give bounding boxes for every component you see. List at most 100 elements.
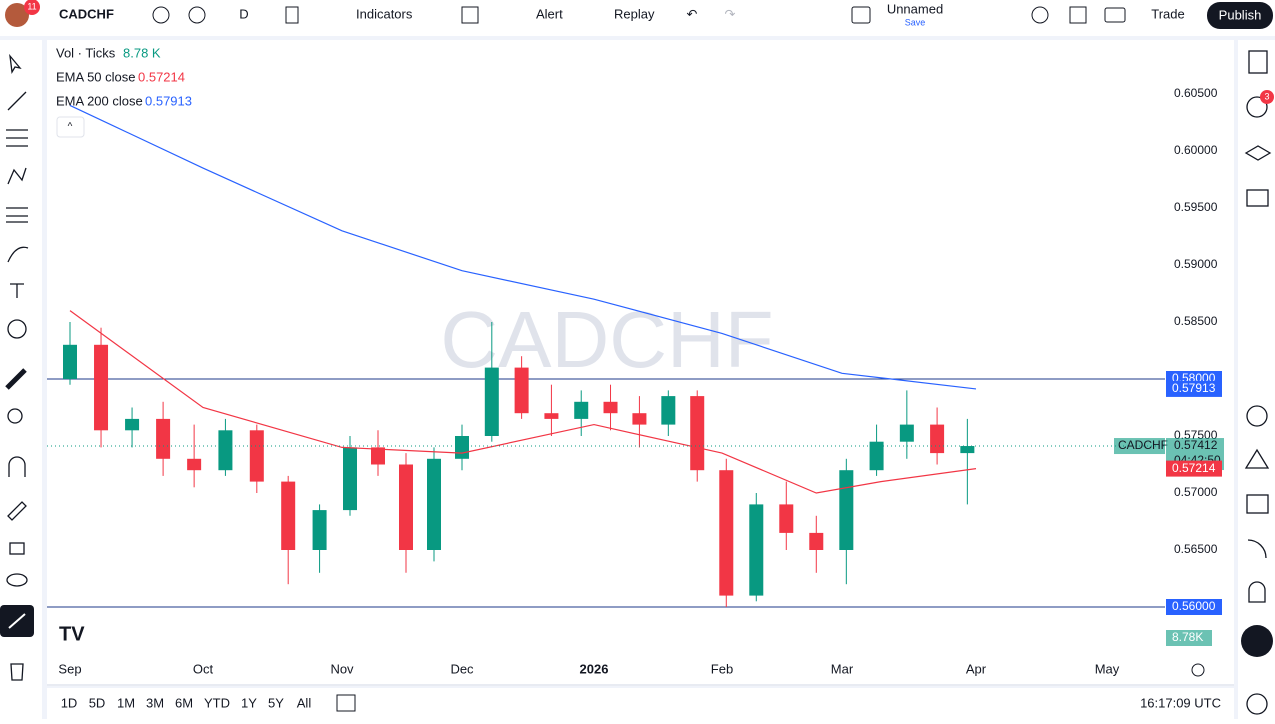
candle-body: [312, 510, 327, 550]
range-button[interactable]: 3M: [146, 695, 164, 710]
compare-icon[interactable]: [152, 6, 170, 24]
axis-settings[interactable]: [1191, 663, 1205, 677]
draw-mode-tool[interactable]: [7, 501, 27, 521]
emoji-tool[interactable]: [7, 319, 27, 339]
zoom-tool[interactable]: [7, 408, 23, 424]
indicators-button[interactable]: Indicators: [356, 6, 413, 21]
y-tick-label: 0.57000: [1174, 485, 1218, 499]
calendar-icon[interactable]: [1246, 494, 1269, 514]
settings-icon[interactable]: [1031, 6, 1049, 24]
volume-badge: [1166, 630, 1212, 646]
trash-tool[interactable]: [10, 663, 24, 681]
alert-button[interactable]: Alert: [536, 6, 563, 21]
fib-tool[interactable]: [6, 129, 28, 147]
lock-tool[interactable]: [9, 542, 25, 555]
target-icon[interactable]: [1246, 405, 1268, 427]
tv-logo: TV: [59, 623, 85, 645]
ema-line: [69, 310, 977, 494]
x-tick-label: Apr: [966, 661, 987, 676]
x-tick-label: Sep: [58, 661, 81, 676]
cursor-tool[interactable]: [9, 53, 22, 74]
collapse-legend[interactable]: [56, 116, 85, 138]
ema200-label: 0.57913: [1172, 381, 1216, 395]
apps-icon[interactable]: [1241, 625, 1273, 657]
candle-body: [484, 367, 499, 436]
link-icon: [8, 613, 26, 629]
y-tick-label: 0.59000: [1174, 257, 1218, 271]
stream-icon[interactable]: [1247, 539, 1267, 559]
ema200-badge: [1166, 380, 1222, 397]
alerts-badge-text: 3: [1264, 91, 1269, 101]
layout-icon[interactable]: [851, 6, 871, 24]
add-symbol-icon[interactable]: [188, 6, 206, 24]
candle-body: [930, 424, 945, 454]
templates-icon[interactable]: [461, 6, 479, 24]
ema200-legend: EMA 200 close: [56, 93, 143, 108]
hide-tool[interactable]: [6, 573, 28, 587]
undo[interactable]: ↶: [687, 6, 698, 21]
y-tick-label: 0.60500: [1174, 86, 1218, 100]
notifications-icon[interactable]: [1248, 581, 1266, 603]
layers-icon[interactable]: [1244, 145, 1272, 161]
candle-body: [514, 367, 529, 414]
candle-body: [690, 396, 705, 471]
range-button[interactable]: All: [297, 695, 312, 710]
ruler-tool[interactable]: [5, 368, 27, 390]
right-icons: [1244, 50, 1272, 715]
range-button[interactable]: 5Y: [268, 695, 284, 710]
clock: 16:17:09 UTC: [1140, 695, 1221, 710]
snapshot-icon[interactable]: [1104, 7, 1126, 23]
candle-body: [187, 458, 202, 471]
pattern-tool[interactable]: [7, 167, 27, 185]
range-button[interactable]: 1D: [61, 695, 78, 710]
chart-type-icon[interactable]: [285, 6, 299, 24]
range-button[interactable]: 6M: [175, 695, 193, 710]
last-price-label: 0.57412: [1174, 438, 1218, 452]
candle-body: [343, 447, 357, 511]
level-label: 0.56000: [1172, 599, 1216, 613]
y-tick-label: 0.59500: [1174, 200, 1218, 214]
forecast-tool[interactable]: [6, 207, 28, 223]
x-tick-label: May: [1095, 661, 1120, 676]
goto-date[interactable]: [336, 694, 356, 712]
save-label[interactable]: Save: [905, 17, 926, 27]
range-button[interactable]: 5D: [89, 695, 106, 710]
candle-body: [125, 418, 140, 431]
candle-body: [719, 470, 734, 596]
range-button[interactable]: YTD: [204, 695, 230, 710]
publish-text[interactable]: Publish: [1219, 7, 1262, 22]
ema50-legend: EMA 50 close: [56, 69, 136, 84]
collapse-arrow[interactable]: ^: [68, 122, 73, 133]
trade-button[interactable]: Trade: [1151, 6, 1184, 21]
candle-body: [839, 470, 854, 550]
candle-body: [749, 504, 764, 596]
fullscreen-icon[interactable]: [1069, 6, 1087, 24]
brush-tool[interactable]: [7, 246, 29, 263]
pattern-icon[interactable]: [1244, 448, 1270, 469]
right-toolbar: [1238, 40, 1275, 719]
help-icon[interactable]: [1246, 693, 1268, 715]
avatar[interactable]: [5, 3, 29, 27]
watchlist-icon[interactable]: [1248, 50, 1268, 74]
drawing-tools: [5, 53, 29, 681]
trendline-tool[interactable]: [7, 91, 27, 111]
range-button[interactable]: 1M: [117, 695, 135, 710]
interval[interactable]: D: [239, 6, 248, 21]
symbol-badge-label: CADCHF: [1118, 438, 1168, 452]
ema50-label: 0.57214: [1172, 461, 1216, 475]
candle-body: [632, 413, 647, 425]
symbol[interactable]: CADCHF: [59, 6, 114, 21]
publish-button[interactable]: [1207, 2, 1273, 29]
ema50-badge: [1166, 460, 1222, 477]
redo[interactable]: ↷: [725, 6, 736, 21]
avatar-badge: [24, 0, 40, 15]
range-button[interactable]: 1Y: [241, 695, 257, 710]
magnet-tool[interactable]: [8, 456, 26, 477]
candle-body: [809, 532, 824, 550]
replay-button[interactable]: Replay: [614, 6, 655, 21]
chat-icon[interactable]: [1246, 189, 1269, 207]
alerts-icon[interactable]: [1246, 96, 1268, 118]
badge-text: 11: [27, 1, 36, 11]
layout-name[interactable]: Unnamed: [887, 1, 943, 16]
text-tool[interactable]: [10, 283, 24, 298]
